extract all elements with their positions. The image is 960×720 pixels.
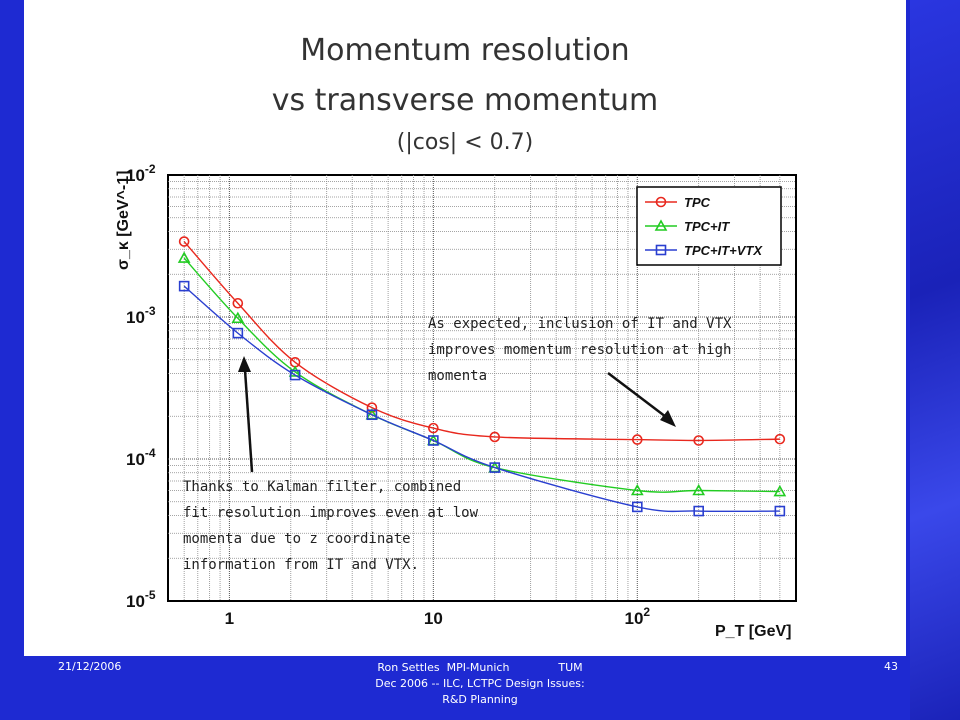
- slide-title: Momentum resolution vs transverse moment…: [24, 26, 906, 160]
- legend-marker: [655, 244, 667, 256]
- footer-date: 21/12/2006: [58, 660, 122, 673]
- data-point: [428, 435, 439, 446]
- data-point: [693, 505, 704, 517]
- title-line-3: (|cos| < 0.7): [396, 130, 534, 155]
- data-point: [177, 251, 191, 263]
- data-point: [289, 369, 301, 381]
- svg-text:fit resolution improves even a: fit resolution improves even at low: [183, 505, 479, 521]
- data-point: [178, 236, 190, 247]
- x-axis-label: P_T [GeV]: [715, 623, 791, 640]
- data-point: [366, 409, 378, 421]
- data-point: [774, 433, 786, 445]
- data-point: [631, 501, 643, 513]
- series-layer: [177, 236, 787, 517]
- annotation-kalman: Thanks to Kalman filter, combined fit re…: [183, 356, 479, 573]
- annotation-2-line-4: information from IT and VTX.: [183, 557, 419, 573]
- series-line: [183, 241, 780, 442]
- data-point: [232, 297, 244, 309]
- data-point: [428, 422, 439, 434]
- footer-line-2: Dec 2006 -- ILC, LCTPC Design Issues:: [375, 677, 585, 690]
- footer-line-3: R&D Planning: [442, 693, 518, 706]
- series-line: [183, 285, 780, 513]
- data-point: [366, 402, 378, 413]
- data-point: [489, 462, 501, 473]
- legend-label: TPC+IT+VTX: [684, 243, 763, 258]
- legend-marker: [655, 196, 667, 208]
- svg-text:improves momentum resolution a: improves momentum resolution at high: [428, 342, 731, 358]
- series-tpc: [178, 236, 786, 446]
- annotation-1-line-2: improves momentum resolution at high: [428, 342, 731, 358]
- legend-label: TPC: [684, 195, 711, 210]
- data-point: [631, 434, 643, 445]
- annotation-2-line-2: fit resolution improves even at low: [183, 505, 479, 521]
- svg-text:information from IT and VTX.: information from IT and VTX.: [183, 557, 419, 573]
- annotation-high-momenta: As expected, inclusion of IT and VTX imp…: [428, 316, 732, 427]
- x-tick-label: 10: [424, 609, 443, 628]
- data-point: [693, 435, 704, 446]
- series-tpc-it-vtx: [178, 280, 786, 517]
- annotation-2-arrow: [243, 369, 254, 473]
- data-point: [692, 483, 706, 496]
- legend: TPC TPC+IT TPC+IT+VTX: [636, 186, 782, 266]
- x-tick-label: 1: [225, 609, 234, 628]
- data-point: [178, 280, 190, 292]
- x-tick-label: 102: [624, 605, 650, 628]
- data-point: [630, 483, 644, 496]
- y-tick-label: 10-4: [126, 446, 156, 469]
- svg-text:momenta due to z coordinate: momenta due to z coordinate: [183, 531, 411, 547]
- grid: [168, 175, 796, 601]
- svg-text:momenta: momenta: [428, 368, 487, 384]
- title-line-1: Momentum resolution: [300, 33, 630, 68]
- data-point: [774, 505, 786, 517]
- footer-line-1: Ron Settles MPI-Munich TUM: [377, 661, 583, 674]
- annotation-1-arrow: [607, 372, 671, 421]
- title-line-2: vs transverse momentum: [271, 83, 659, 118]
- legend-label: TPC+IT: [684, 219, 730, 234]
- data-point: [489, 431, 501, 443]
- legend-marker: [654, 219, 668, 231]
- data-point: [288, 365, 302, 377]
- background-stripe: [910, 0, 960, 720]
- y-tick-label: 10-3: [126, 304, 156, 327]
- annotation-1-line-1: As expected, inclusion of IT and VTX: [428, 316, 732, 332]
- footer-center: Ron Settles MPI-Munich TUM Dec 2006 -- I…: [300, 660, 660, 708]
- y-axis-label: σ_κ [GeV^-1]: [115, 171, 132, 270]
- data-point: [231, 311, 245, 324]
- annotation-2-line-3: momenta due to z coordinate: [183, 531, 411, 547]
- annotation-2-line-1: Thanks to Kalman filter, combined: [183, 479, 461, 495]
- svg-text:Thanks to Kalman filter, combi: Thanks to Kalman filter, combined: [183, 479, 461, 495]
- annotation-2-arrowhead: [238, 356, 251, 372]
- footer-page-number: 43: [884, 660, 898, 673]
- data-point: [773, 484, 787, 497]
- annotation-1-arrowhead: [660, 410, 676, 427]
- y-tick-label: 10-5: [126, 588, 156, 611]
- svg-text:As expected, inclusion of IT a: As expected, inclusion of IT and VTX: [428, 316, 732, 332]
- data-point: [232, 327, 244, 339]
- annotation-1-line-3: momenta: [428, 368, 487, 384]
